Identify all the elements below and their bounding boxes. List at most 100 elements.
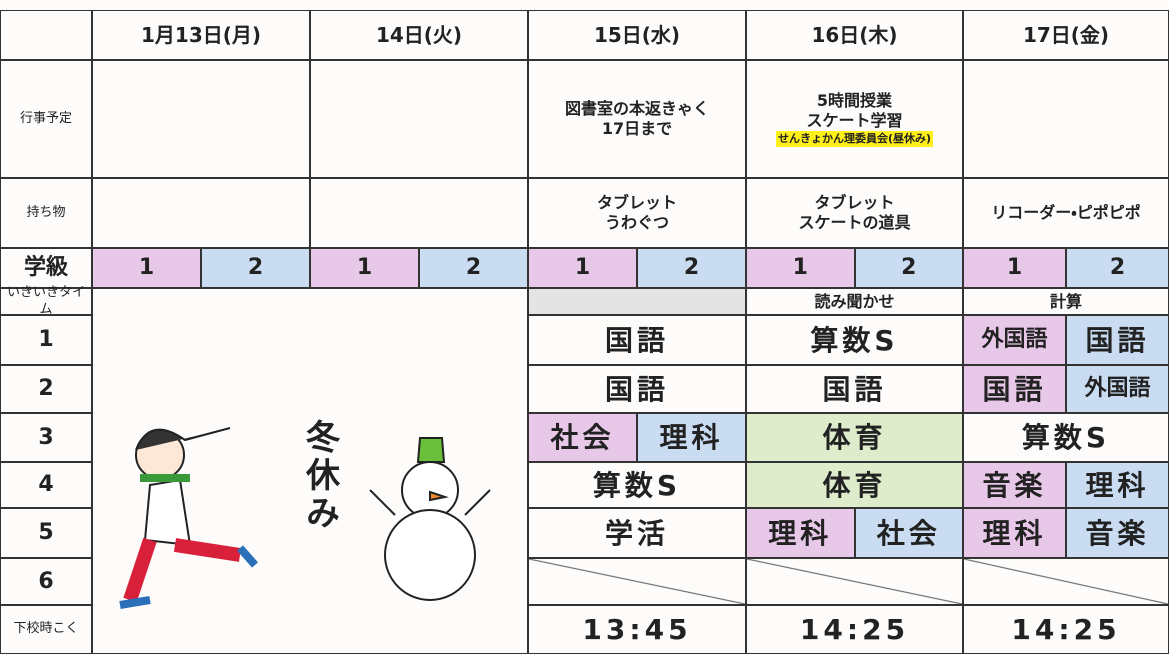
- corner: [0, 10, 92, 60]
- subject: 国語: [604, 323, 669, 357]
- class-cell: 2: [637, 248, 746, 288]
- subject: 外国語: [981, 327, 1048, 353]
- period-cell: 国語: [528, 365, 746, 413]
- dismissal-cell: 14:25: [963, 605, 1169, 654]
- event-cell: [92, 60, 310, 178]
- event-text: スケート学習: [806, 111, 903, 131]
- class-cell: 1: [92, 248, 201, 288]
- row-label-text: いきいきタイム: [6, 285, 85, 317]
- event-cell: 図書室の本返きゃく 17日まで: [528, 60, 746, 178]
- winter-break-cell: 冬休み: [92, 288, 528, 654]
- class-label: 1: [1006, 255, 1023, 281]
- day-label: 1月13日(月): [140, 22, 262, 47]
- subject: 国語: [1085, 323, 1150, 357]
- subject: 音楽: [982, 468, 1047, 502]
- belongings-cell: リコーダー・ピポピポ: [963, 178, 1169, 248]
- dismissal-time: 13:45: [582, 613, 692, 646]
- subject: 国語: [822, 372, 887, 406]
- event-text: 5時間授業: [816, 91, 893, 111]
- day-header: 14日(火): [310, 10, 528, 60]
- belongings-cell: タブレット うわぐつ: [528, 178, 746, 248]
- period-cell: 体育: [746, 462, 963, 508]
- day-header: 16日(木): [746, 10, 963, 60]
- period-cell: 算数S: [963, 413, 1169, 462]
- period-cell: 理科: [963, 508, 1066, 558]
- class-cell: 2: [1066, 248, 1169, 288]
- ikiiki-cell: 読み聞かせ: [746, 288, 963, 315]
- period-cell: 算数S: [528, 462, 746, 508]
- dismissal-time: 14:25: [1011, 613, 1121, 646]
- subject: 算数S: [1021, 421, 1111, 454]
- class-label: 1: [356, 255, 373, 281]
- period-cell: 社会: [528, 413, 637, 462]
- event-cell: [310, 60, 528, 178]
- subject: 理科: [1085, 468, 1150, 502]
- row-label: 1: [0, 315, 92, 365]
- row-label: 3: [0, 413, 92, 462]
- class-label: 1: [138, 255, 155, 281]
- period-cell: 理科: [637, 413, 746, 462]
- day-label: 16日(木): [811, 22, 898, 47]
- period-cell: 外国語: [963, 315, 1066, 365]
- class-cell: 1: [528, 248, 637, 288]
- row-label-text: 行事予定: [19, 110, 72, 126]
- row-label-text: 4: [38, 472, 54, 498]
- day-header: 17日(金): [963, 10, 1169, 60]
- subject: 理科: [768, 516, 833, 550]
- row-label-text: 学級: [23, 255, 68, 281]
- empty-period: [963, 558, 1169, 605]
- subject: 社会: [876, 516, 941, 550]
- day-label: 14日(火): [375, 22, 463, 47]
- class-cell: 2: [419, 248, 528, 288]
- row-label: 4: [0, 462, 92, 508]
- period-cell: 国語: [528, 315, 746, 365]
- row-label: 下校時こく: [0, 605, 92, 654]
- ikiiki-cell: [528, 288, 746, 315]
- period-cell: 体育: [746, 413, 963, 462]
- row-label-text: 下校時こく: [13, 621, 79, 637]
- dismissal-cell: 14:25: [746, 605, 963, 654]
- ikiiki-text: 読み聞かせ: [814, 291, 895, 311]
- subject: 国語: [604, 372, 669, 406]
- belongings-cell: タブレット スケートの道具: [746, 178, 963, 248]
- period-cell: 国語: [1066, 315, 1169, 365]
- period-cell: 国語: [963, 365, 1066, 413]
- period-cell: 音楽: [963, 462, 1066, 508]
- subject: 社会: [550, 421, 615, 454]
- row-label-text: 6: [38, 568, 54, 594]
- row-label-text: 1: [38, 327, 54, 353]
- row-label: 行事予定: [0, 60, 92, 178]
- subject: 音楽: [1085, 516, 1150, 550]
- subject: 算数S: [592, 468, 682, 502]
- empty-period: [528, 558, 746, 605]
- belonging-text: うわぐつ: [604, 213, 669, 232]
- row-label: いきいきタイム: [0, 285, 92, 317]
- event-cell: [963, 60, 1169, 178]
- class-label: 2: [901, 255, 917, 281]
- day-label: 15日(水): [593, 22, 681, 47]
- row-label: 学級: [0, 248, 92, 288]
- day-header: 15日(水): [528, 10, 746, 60]
- belonging-text: リコーダー・ピポピポ: [991, 203, 1141, 222]
- period-cell: 学活: [528, 508, 746, 558]
- class-cell: 1: [963, 248, 1066, 288]
- subject: 理科: [659, 421, 724, 454]
- ikiiki-text: 計算: [1049, 291, 1082, 311]
- event-cell: 5時間授業 スケート学習 せんきょかん理委員会(昼休み): [746, 60, 963, 178]
- class-label: 2: [683, 255, 700, 281]
- subject: 理科: [982, 516, 1047, 550]
- class-cell: 1: [746, 248, 855, 288]
- belonging-text: スケートの道具: [798, 213, 911, 232]
- subject: 国語: [982, 372, 1047, 406]
- class-cell: 1: [310, 248, 419, 288]
- class-cell: 2: [201, 248, 310, 288]
- belongings-cell: [310, 178, 528, 248]
- row-label-text: 5: [38, 520, 54, 546]
- event-text: 図書室の本返きゃく: [564, 99, 709, 118]
- event-text: せんきょかん理委員会(昼休み): [775, 131, 934, 147]
- row-label-text: 2: [38, 376, 54, 402]
- belongings-cell: [92, 178, 310, 248]
- dismissal-cell: 13:45: [528, 605, 746, 654]
- period-cell: 音楽: [1066, 508, 1169, 558]
